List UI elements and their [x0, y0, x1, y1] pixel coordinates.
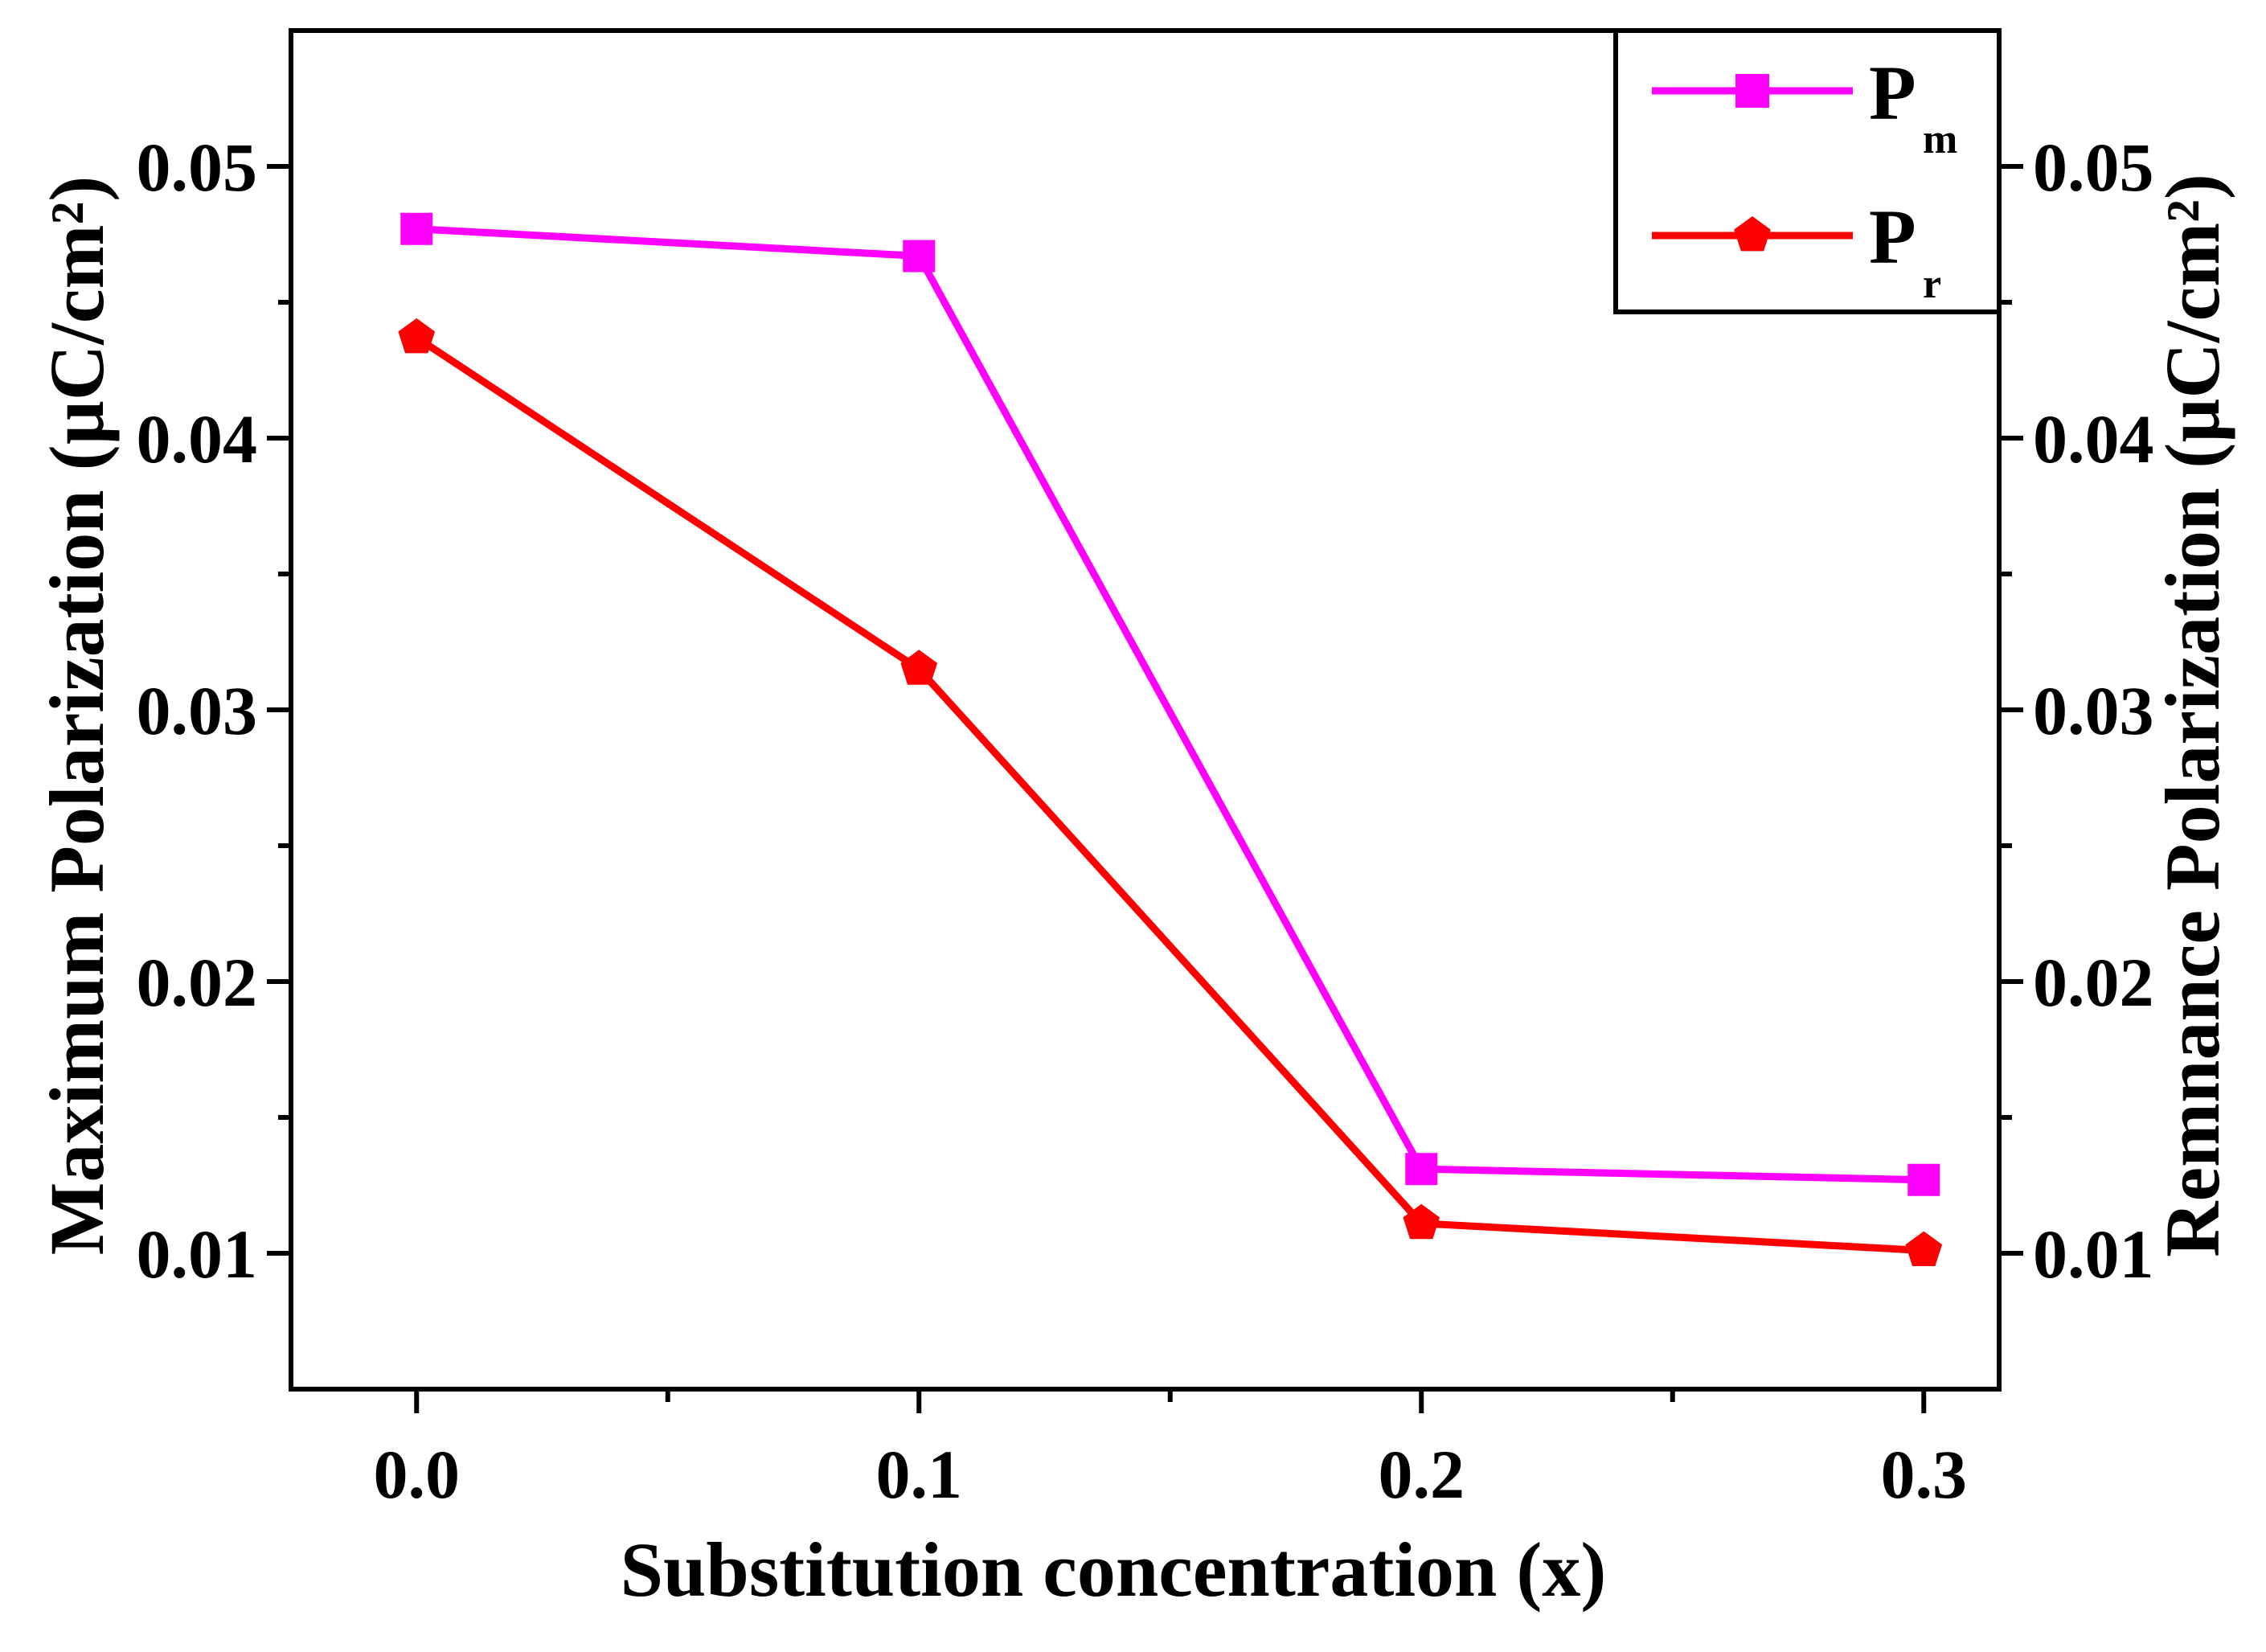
- y-axis-left-title: Maximum Polarization (µC/cm²): [34, 176, 120, 1255]
- legend-sub-pr: r: [1923, 261, 1941, 307]
- y-axis-right: 0.01 0.02 0.03 0.04 0.05: [1999, 129, 2154, 1293]
- y-right-tick-label: 0.05: [2033, 129, 2154, 206]
- legend-marker-pm: [1735, 74, 1769, 108]
- x-tick-label: 0.1: [876, 1436, 963, 1513]
- legend-entry-pm: P m: [1652, 50, 1957, 162]
- data-point-pm: [903, 240, 936, 273]
- data-point-pm: [400, 212, 433, 245]
- series-pr-line: [414, 334, 1924, 1255]
- legend-label-pm: P: [1869, 50, 1916, 136]
- data-point-pr: [1905, 1231, 1943, 1266]
- legend-sub-pm: m: [1923, 117, 1957, 162]
- y-left-tick-label: 0.01: [137, 1215, 258, 1293]
- series-pm: [400, 212, 1940, 1196]
- y-right-tick-label: 0.01: [2033, 1215, 2154, 1293]
- x-axis: 0.0 0.1 0.2 0.3: [374, 1389, 1968, 1513]
- data-point-pr: [398, 318, 436, 354]
- data-point-pr: [1403, 1203, 1440, 1240]
- data-point-pm: [1405, 1153, 1438, 1186]
- x-tick-label: 0.0: [374, 1436, 461, 1513]
- y-left-tick-label: 0.04: [137, 400, 258, 478]
- y-right-tick-label: 0.02: [2033, 944, 2154, 1021]
- series-pm-line: [416, 225, 1924, 1184]
- y-left-tick-label: 0.05: [137, 129, 258, 206]
- y-right-tick-label: 0.03: [2033, 672, 2154, 749]
- y-axis-right-title: Remnance Polarization (µC/cm²): [2149, 174, 2235, 1257]
- y-axis-left: 0.01 0.02 0.03 0.04 0.05: [137, 129, 291, 1293]
- series-layer: [398, 212, 1943, 1266]
- y-right-tick-label: 0.04: [2033, 400, 2154, 478]
- y-left-tick-label: 0.02: [137, 944, 258, 1021]
- legend-box: [1613, 28, 2002, 314]
- data-point-pr: [900, 650, 938, 685]
- x-axis-title: Substitution concentration (x): [621, 1527, 1607, 1613]
- legend-label-pr: P: [1869, 194, 1916, 280]
- legend-entry-pr: P r: [1652, 194, 1941, 307]
- series-pr: [398, 318, 1943, 1266]
- x-tick-label: 0.2: [1379, 1436, 1465, 1513]
- y-left-tick-label: 0.03: [137, 672, 258, 749]
- x-tick-label: 0.3: [1881, 1436, 1968, 1513]
- legend-marker-pr: [1734, 216, 1771, 252]
- data-point-pm: [1907, 1163, 1940, 1196]
